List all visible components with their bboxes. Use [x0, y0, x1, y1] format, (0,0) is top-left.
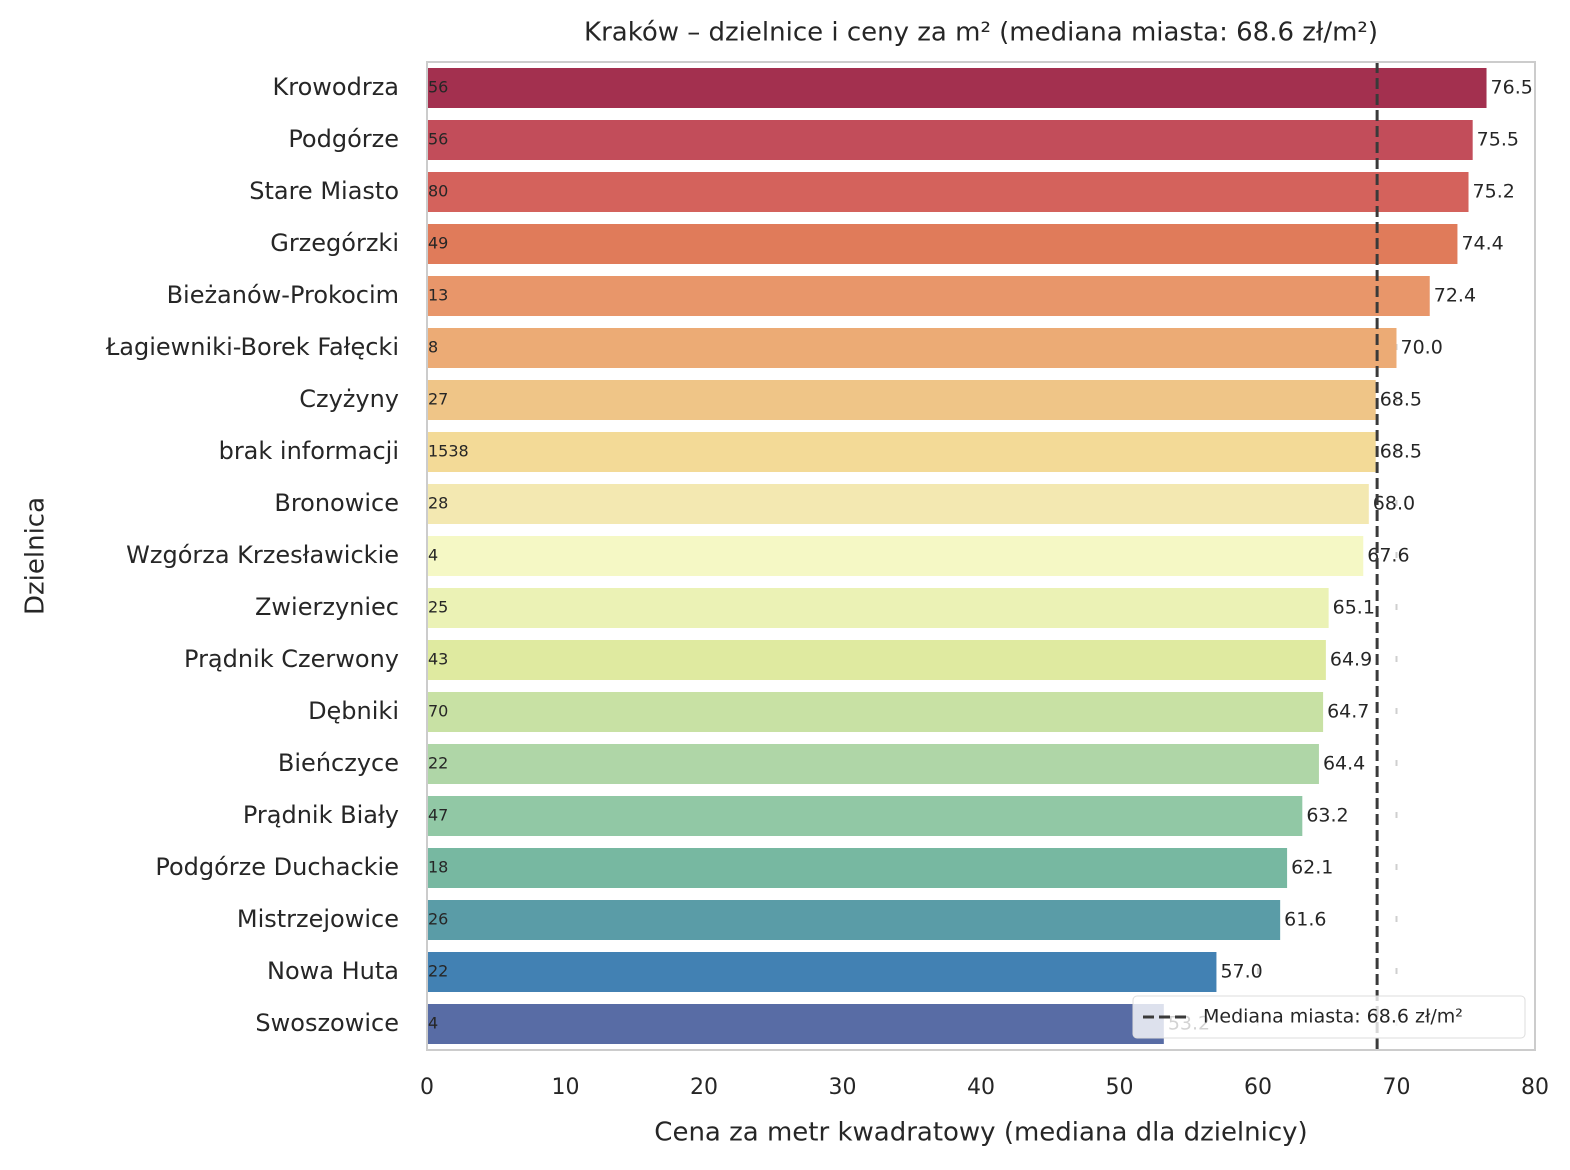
y-tick-label: Grzegórzki	[270, 229, 399, 257]
count-label: 18	[428, 858, 448, 877]
y-tick-label: brak informacji	[219, 437, 399, 465]
bar	[427, 640, 1326, 680]
value-label: 70.0	[1401, 337, 1443, 359]
count-label: 56	[428, 130, 448, 149]
x-tick-label: 30	[829, 1075, 857, 1100]
value-label: 74.4	[1461, 233, 1503, 255]
count-label: 4	[428, 546, 438, 565]
y-tick-label: Podgórze	[288, 125, 399, 153]
y-tick-label: Podgórze Duchackie	[155, 853, 399, 881]
y-tick-label: Krowodrza	[273, 73, 399, 101]
plot-border	[426, 61, 1536, 1051]
bar	[427, 796, 1303, 836]
x-tick-label: 0	[420, 1075, 434, 1100]
y-tick-label: Dębniki	[308, 697, 399, 725]
bar	[427, 952, 1217, 992]
count-label: 47	[428, 806, 448, 825]
x-tick-label: 40	[967, 1075, 995, 1100]
count-label: 25	[428, 598, 448, 617]
x-tick-label: 80	[1521, 1075, 1549, 1100]
value-label: 68.0	[1373, 493, 1415, 515]
bar	[427, 172, 1469, 212]
count-label: 80	[428, 182, 448, 201]
bar	[427, 1004, 1164, 1044]
count-label: 70	[428, 702, 448, 721]
bar	[427, 120, 1473, 160]
value-label: 72.4	[1434, 285, 1476, 307]
bar	[427, 224, 1458, 264]
value-label: 67.6	[1367, 545, 1409, 567]
count-label: 27	[428, 390, 448, 409]
count-label: 8	[428, 338, 438, 357]
legend-box	[1132, 995, 1526, 1039]
bar	[427, 848, 1288, 888]
bar	[427, 276, 1430, 316]
value-label: 75.5	[1477, 129, 1519, 151]
value-label: 64.9	[1330, 649, 1372, 671]
bar	[427, 484, 1369, 524]
value-label: 61.6	[1284, 909, 1326, 931]
y-tick-label: Wzgórza Krzesławickie	[126, 541, 399, 569]
bar	[427, 692, 1324, 732]
x-tick-label: 10	[552, 1075, 580, 1100]
bar	[427, 380, 1376, 420]
count-label: 1538	[428, 442, 469, 461]
x-tick-label: 50	[1106, 1075, 1134, 1100]
count-label: 22	[428, 962, 448, 981]
value-label: 64.4	[1323, 753, 1365, 775]
count-label: 26	[428, 910, 448, 929]
legend-label: Mediana miasta: 68.6 zł/m²	[1203, 1006, 1463, 1028]
y-tick-label: Bronowice	[274, 489, 399, 517]
value-label: 68.5	[1380, 389, 1422, 411]
y-tick-label: Prądnik Biały	[243, 801, 399, 829]
bar	[427, 432, 1376, 472]
chart-title: Kraków – dzielnice i ceny za m² (mediana…	[584, 18, 1378, 48]
y-tick-label: Nowa Huta	[267, 957, 399, 985]
x-tick-label: 60	[1244, 1075, 1272, 1100]
x-tick-label: 20	[690, 1075, 718, 1100]
bar	[427, 328, 1397, 368]
count-label: 4	[428, 1014, 438, 1033]
y-tick-label: Mistrzejowice	[237, 905, 399, 933]
bar	[427, 588, 1329, 628]
value-label: 62.1	[1291, 857, 1333, 879]
value-label: 76.5	[1491, 77, 1533, 99]
count-label: 28	[428, 494, 448, 513]
count-label: 56	[428, 78, 448, 97]
count-label: 49	[428, 234, 448, 253]
x-tick-label: 70	[1383, 1075, 1411, 1100]
bar	[427, 744, 1319, 784]
value-label: 63.2	[1306, 805, 1348, 827]
x-axis-label: Cena za metr kwadratowy (mediana dla dzi…	[654, 1118, 1307, 1148]
value-label: 75.2	[1473, 181, 1515, 203]
y-tick-label: Bieżanów-Prokocim	[167, 281, 399, 309]
value-label: 57.0	[1220, 961, 1262, 983]
y-tick-label: Prądnik Czerwony	[184, 645, 399, 673]
count-label: 22	[428, 754, 448, 773]
y-tick-label: Swoszowice	[255, 1009, 399, 1037]
y-tick-label: Bieńczyce	[278, 749, 399, 777]
count-label: 43	[428, 650, 448, 669]
bar	[427, 900, 1281, 940]
y-axis-label: Dzielnica	[21, 497, 51, 615]
value-label: 64.7	[1327, 701, 1369, 723]
y-tick-label: Stare Miasto	[249, 177, 399, 205]
bar	[427, 68, 1487, 108]
count-label: 13	[428, 286, 448, 305]
y-tick-label: Czyżyny	[299, 385, 399, 413]
y-tick-label: Zwierzyniec	[255, 593, 399, 621]
bar	[427, 536, 1364, 576]
value-label: 65.1	[1333, 597, 1375, 619]
value-label: 68.5	[1380, 441, 1422, 463]
y-tick-label: Łagiewniki-Borek Fałęcki	[105, 333, 399, 361]
